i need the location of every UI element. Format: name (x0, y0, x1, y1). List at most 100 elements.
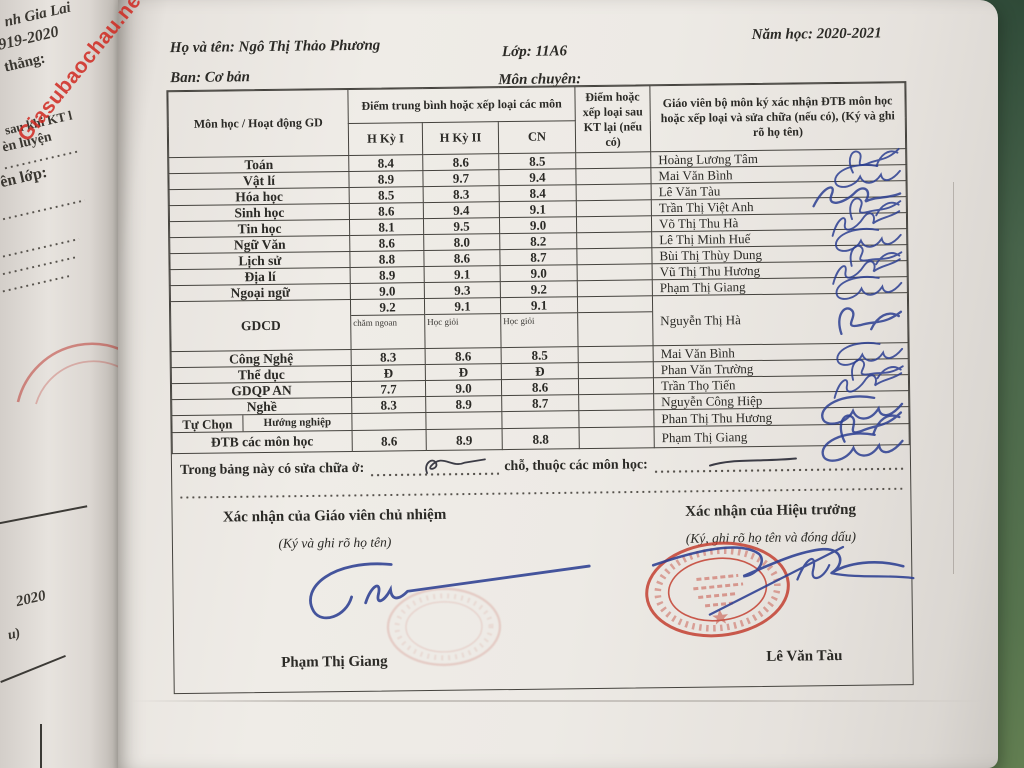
teacher-name: Nguyễn Công Hiệp (661, 392, 763, 410)
grade-cell: 8.6 (349, 234, 424, 252)
principal-name: Lê Văn Tàu (766, 647, 843, 665)
homeroom-name: Phạm Thị Giang (281, 653, 388, 671)
teacher-name: Trần Thọ Tiến (660, 377, 736, 394)
subject-left: Tự Chọn (182, 415, 233, 432)
grade-cell: 8.6 (501, 378, 579, 396)
teacher-name: Lê Thị Minh Huế (659, 231, 751, 248)
grade-cell: 9.7 (422, 169, 500, 187)
faint-stamp-icon (386, 587, 502, 667)
col-header-cn: CN (498, 120, 576, 154)
dotted-blank (652, 457, 905, 475)
grade-cell: Đ (425, 363, 502, 381)
teacher-cell: Nguyễn Thị Hà (652, 292, 909, 346)
gdcd-classification: Học giỏi (427, 316, 459, 328)
teacher-name: Phan Thị Thu Hương (661, 409, 773, 426)
grade-cell: 8.7 (499, 248, 578, 266)
homeroom-title: Xác nhận của Giáo viên chủ nhiệm (222, 506, 447, 526)
grade-cell: 9.0 (499, 216, 577, 234)
principal-title: Xác nhận của Hiệu trưởng (685, 501, 856, 520)
correction-prefix: Trong bảng này có sửa chữa ở: (179, 460, 365, 479)
grade-cell: 9.4 (423, 201, 500, 219)
retest-cell (579, 426, 655, 449)
col-header-sem2: H Kỳ II (422, 121, 499, 155)
grade-cell: Đ (351, 364, 426, 382)
grade-cell: 8.6 (349, 202, 424, 220)
grade-cell: 8.6 (423, 249, 501, 267)
grade-cell: 8.4 (499, 184, 577, 202)
teacher-name: Hoàng Lương Tâm (658, 150, 758, 168)
retest-cell (576, 183, 652, 201)
grade-cell (351, 412, 427, 431)
retest-cell (576, 231, 652, 249)
gdcd-classification: Học giỏi (503, 315, 535, 327)
gdcd-grade: 9.1 (500, 297, 578, 315)
retest-cell (578, 393, 654, 411)
homeroom-signature-icon (309, 562, 591, 620)
left-page-mark (40, 724, 42, 768)
col-header-retest: Điểm hoặc xếp loại sau KT lại (nếu có) (574, 85, 651, 153)
grade-cell: 8.9 (348, 170, 424, 188)
grade-cell: Đ (501, 362, 579, 380)
retest-cell (578, 361, 654, 379)
teacher-name: Bùi Thị Thùy Dung (659, 246, 762, 264)
dotted-line (178, 486, 905, 501)
grade-cell: 8.1 (349, 218, 424, 236)
grade-cell: 9.2 (500, 280, 578, 298)
dotted-blank (369, 458, 500, 478)
grade-cell: 9.1 Học giỏi (500, 296, 579, 348)
previous-page-edge: nh Gia Lai 919-2020 thẳng: sau khi KT l … (0, 0, 128, 768)
grade-cell: 9.0 (425, 379, 502, 397)
grade-cell: 8.0 (423, 233, 500, 251)
grade-cell: 8.5 (501, 346, 579, 364)
grade-cell: 8.4 (348, 154, 423, 172)
grade-cell: 8.2 (499, 232, 577, 250)
gdcd-classification: chăm ngoan (353, 317, 398, 328)
col-header-subject: Môn học / Hoạt động GD (167, 89, 349, 158)
principal-signature-icon (651, 545, 915, 616)
teacher-name: Võ Thị Thu Hà (658, 215, 739, 232)
retest-cell (578, 377, 654, 395)
table-row-gdcd: GDCD 9.2 chăm ngoan 9.1 Học giỏi 9.1 Học… (170, 292, 909, 352)
grade-cell: 8.5 (498, 152, 576, 170)
page-edge-line (953, 182, 954, 574)
subject-cell: ĐTB các môn học (172, 430, 353, 454)
homeroom-subtitle: (Ký và ghi rõ họ tên) (278, 534, 392, 551)
grade-cell: 8.9 (426, 428, 503, 451)
school-year: Năm học: 2020-2021 (751, 25, 882, 44)
grade-cell: 9.1 Học giỏi (424, 297, 502, 349)
teacher-name: Lê Văn Tàu (658, 183, 721, 200)
grade-cell: 8.8 (502, 427, 580, 450)
teacher-name: Phạm Thị Giang (661, 428, 748, 445)
gdcd-grade: 9.1 (424, 298, 501, 316)
grade-cell: 8.7 (501, 394, 579, 412)
col-header-sem1: H Kỳ I (348, 122, 423, 156)
partial-stamp-icon (16, 342, 128, 405)
retest-cell (576, 215, 652, 233)
grade-cell: 8.6 (352, 429, 427, 452)
handwritten-mark-icon (425, 458, 487, 474)
retest-cell (576, 247, 653, 265)
retest-cell (576, 199, 652, 217)
retest-cell (577, 295, 654, 347)
teacher-name: Nguyễn Thị Hà (660, 312, 741, 329)
grade-cell: 8.5 (349, 186, 424, 204)
grade-cell: 9.1 (424, 265, 501, 283)
grade-cell: 9.3 (424, 281, 501, 299)
col-header-teacher: Giáo viên bộ môn ký xác nhận ĐTB môn học… (649, 82, 906, 152)
grade-cell (501, 410, 580, 429)
student-name: Họ và tên: Ngô Thị Thảo Phương (169, 37, 381, 57)
grade-cell: 9.1 (499, 200, 577, 218)
gdcd-grade: 9.2 (350, 299, 425, 316)
grade-cell: 9.5 (423, 217, 500, 235)
red-stamp-icon (645, 541, 790, 638)
retest-cell (575, 167, 652, 185)
grade-cell (425, 411, 503, 430)
grade-cell: 9.0 (350, 282, 425, 300)
grade-cell: 8.6 (425, 347, 502, 365)
class-label: Lớp: 11A6 (501, 43, 568, 61)
grade-cell: 9.2 chăm ngoan (350, 298, 426, 350)
teacher-name: Mai Văn Bình (660, 345, 735, 362)
grade-cell: 8.3 (351, 348, 426, 366)
